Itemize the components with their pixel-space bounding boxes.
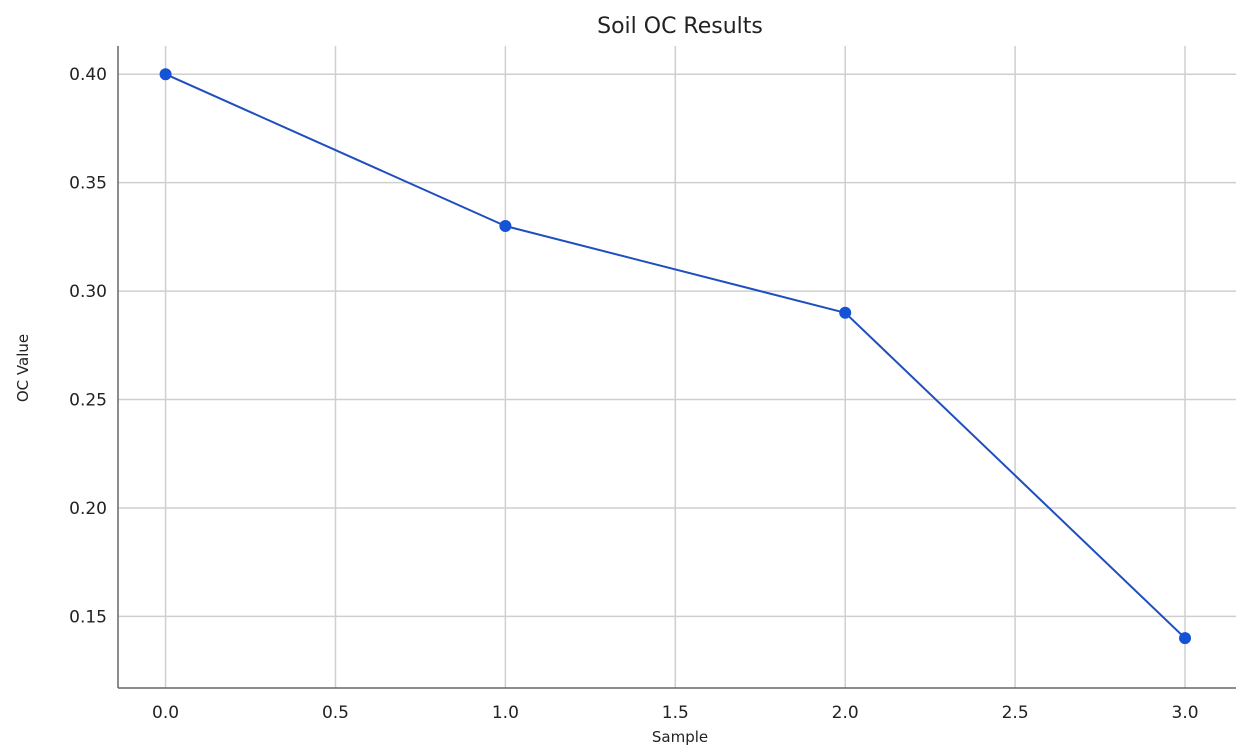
- x-tick-label: 2.5: [1002, 703, 1029, 723]
- data-point: [499, 220, 512, 233]
- x-tick-label: 0.5: [322, 703, 349, 723]
- y-tick-label: 0.40: [69, 65, 107, 85]
- data-point: [839, 306, 852, 319]
- x-tick-label: 0.0: [152, 703, 179, 723]
- y-axis-label: OC Value: [14, 334, 32, 402]
- y-tick-label: 0.30: [69, 282, 107, 302]
- x-axis-label: Sample: [652, 728, 708, 746]
- x-tick-label: 1.5: [662, 703, 689, 723]
- y-tick-label: 0.25: [69, 391, 107, 411]
- tick-labels: 0.0 0.5 1.0 1.5 2.0 2.5 3.0 0.15 0.20 0.25 0.30 0.3…: [69, 65, 1198, 723]
- y-tick-label: 0.20: [69, 499, 107, 519]
- x-tick-label: 1.0: [492, 703, 519, 723]
- grid: [118, 46, 1236, 688]
- chart-title: Soil OC Results: [597, 14, 763, 39]
- data-point: [159, 68, 172, 81]
- x-tick-label: 2.0: [832, 703, 859, 723]
- axes: [117, 46, 1236, 689]
- x-tick-label: 3.0: [1172, 703, 1199, 723]
- y-tick-label: 0.35: [69, 174, 107, 194]
- y-tick-label: 0.15: [69, 607, 107, 627]
- series-line: [165, 73, 1186, 639]
- data-point: [1179, 632, 1192, 645]
- series: [159, 68, 1192, 645]
